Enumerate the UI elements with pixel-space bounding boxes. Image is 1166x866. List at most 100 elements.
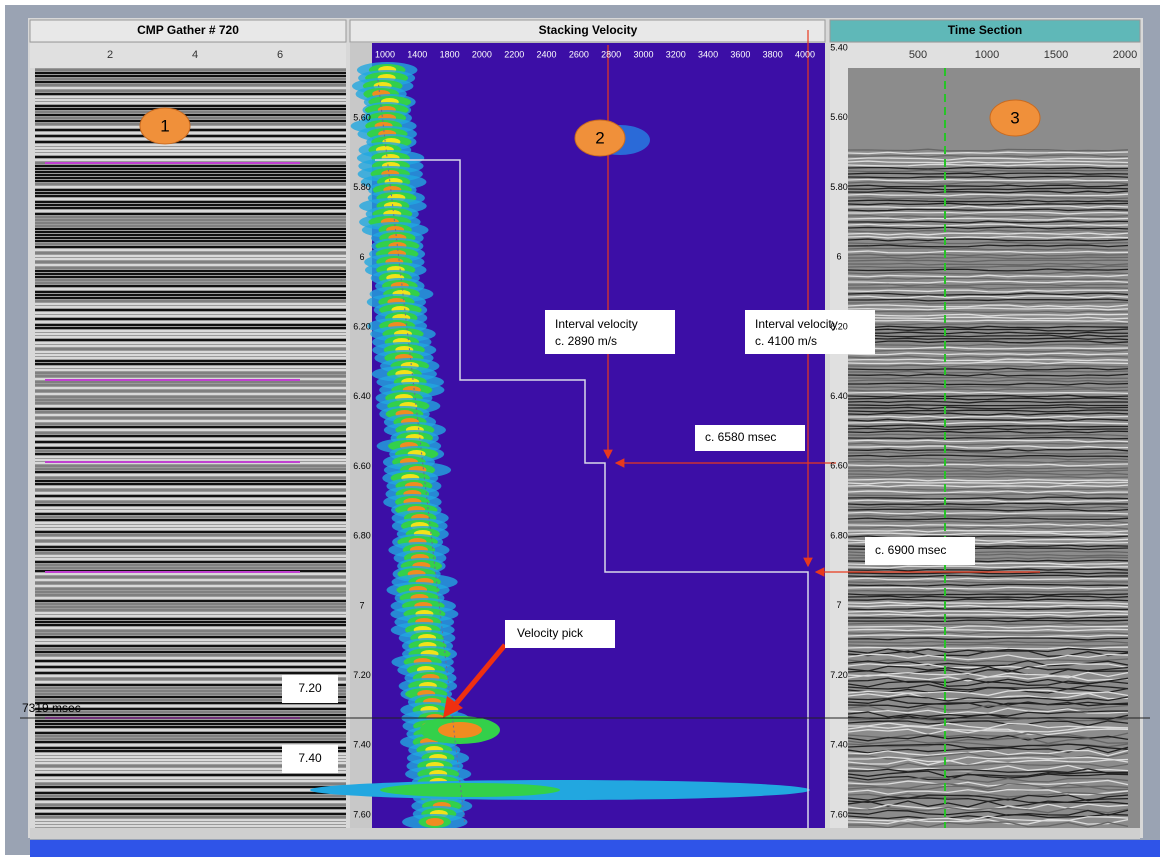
reflector — [847, 800, 1129, 808]
annotation: c. 4100 m/s — [755, 334, 817, 348]
y-tick-label: 5.60 — [830, 112, 848, 122]
reflector — [847, 478, 1129, 482]
reflector — [847, 762, 1129, 769]
reflector — [847, 358, 1129, 362]
y-tick-label: 7.40 — [353, 740, 371, 750]
reflector — [847, 310, 1129, 314]
reflector — [847, 484, 1129, 488]
x-tick-label: 4000 — [795, 49, 815, 59]
reflector — [847, 322, 1129, 326]
pick-arrow-head — [443, 696, 463, 718]
reflector — [847, 514, 1129, 518]
reflector — [847, 241, 1129, 245]
marker-label: 2 — [595, 128, 604, 147]
y-tick-label: 7 — [836, 600, 841, 610]
x-tick-label: 1800 — [440, 49, 460, 59]
reflector — [847, 677, 1129, 685]
reflector — [847, 280, 1129, 284]
reflector — [847, 232, 1129, 236]
marker-label: 3 — [1010, 108, 1019, 127]
x-tick-label: 2 — [107, 49, 113, 61]
reflector — [847, 202, 1129, 206]
annotation-box — [282, 675, 338, 703]
y-tick-label: 6.20 — [353, 321, 371, 331]
annotation: 7.20 — [298, 681, 322, 695]
reflector — [847, 181, 1129, 185]
reflector — [847, 818, 1129, 825]
reflector — [847, 803, 1129, 811]
x-tick-label: 1400 — [407, 49, 427, 59]
reflector — [847, 217, 1129, 221]
reflector — [847, 601, 1129, 605]
pick-arrow — [453, 643, 507, 707]
reflector — [847, 779, 1129, 787]
reflector — [847, 508, 1129, 512]
reflector — [847, 764, 1129, 772]
reflector — [847, 689, 1129, 697]
x-tick-label: 2000 — [472, 49, 492, 59]
x-tick-label: 3200 — [666, 49, 686, 59]
reflector — [847, 406, 1129, 410]
reflector — [847, 687, 1129, 694]
blob — [380, 783, 560, 797]
reflector — [847, 187, 1129, 191]
reflector — [847, 529, 1129, 533]
reflector — [847, 613, 1129, 617]
reflector — [847, 163, 1129, 167]
reflector — [847, 412, 1129, 416]
reflector — [847, 493, 1129, 497]
annotation: Interval velocity — [755, 317, 838, 331]
reflector — [847, 367, 1129, 371]
reflector — [847, 337, 1129, 341]
reflector — [847, 791, 1129, 798]
reflector — [847, 274, 1129, 278]
reflector — [847, 169, 1129, 173]
reflector — [847, 589, 1129, 593]
reflector — [847, 749, 1129, 757]
reflector — [847, 418, 1129, 422]
reflector — [847, 199, 1129, 203]
reflector — [847, 211, 1129, 215]
reflector — [847, 583, 1129, 587]
reflector — [847, 196, 1129, 200]
reflector — [847, 238, 1129, 242]
reflector — [847, 409, 1129, 413]
scrollbar — [30, 828, 1140, 839]
reflector — [847, 364, 1129, 368]
x-tick-label: 1500 — [1044, 49, 1068, 61]
y-tick-label: 6.40 — [830, 391, 848, 401]
reflector — [847, 466, 1129, 470]
reflector — [847, 451, 1129, 455]
panel-marker — [989, 99, 1041, 137]
y-tick-label: 7.20 — [353, 670, 371, 680]
reflector — [847, 301, 1129, 305]
header — [829, 19, 1141, 43]
annotation-box — [545, 310, 675, 354]
reflector — [847, 457, 1129, 461]
reflector — [847, 220, 1129, 224]
reflector — [847, 340, 1129, 344]
reflector — [847, 343, 1129, 347]
reflector — [847, 424, 1129, 428]
reflector — [847, 247, 1129, 251]
reflector — [847, 298, 1129, 302]
reflector — [847, 172, 1129, 176]
reflector — [847, 388, 1129, 392]
y-tick-label: 6.60 — [353, 461, 371, 471]
x-tick-label: 3400 — [698, 49, 718, 59]
reflector — [847, 448, 1129, 452]
reflector — [847, 472, 1129, 476]
y-tick-label: 6 — [359, 252, 364, 262]
reflector — [847, 382, 1129, 386]
reflector — [847, 160, 1129, 164]
reflector — [847, 698, 1129, 706]
annotation-box — [745, 310, 875, 354]
reflector — [847, 720, 1129, 727]
ruler — [30, 43, 346, 68]
blob — [438, 722, 482, 738]
reflector — [847, 205, 1129, 209]
annotation: 7319 msec — [22, 701, 81, 715]
reflector — [847, 433, 1129, 437]
x-tick-label: 500 — [909, 49, 927, 61]
reflector — [847, 523, 1129, 527]
